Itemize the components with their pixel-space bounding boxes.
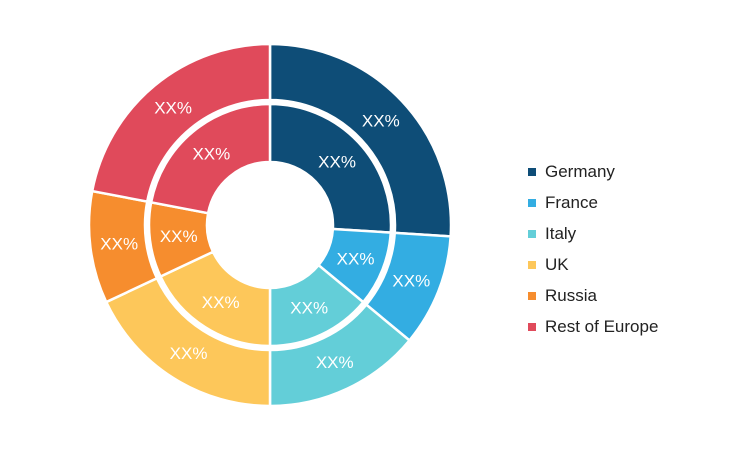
inner-slice-germany[interactable] bbox=[268, 102, 393, 234]
legend-item-rest-of-europe[interactable]: Rest of Europe bbox=[528, 311, 658, 342]
legend-swatch-uk bbox=[528, 260, 536, 269]
legend-swatch-france bbox=[528, 198, 536, 207]
inner-label-russia: XX% bbox=[160, 227, 198, 246]
inner-slice-rest-of-europe[interactable] bbox=[149, 102, 272, 215]
outer-slice-rest-of-europe[interactable] bbox=[90, 42, 272, 204]
outer-ring bbox=[87, 42, 453, 408]
inner-label-uk: XX% bbox=[202, 293, 240, 312]
outer-slice-germany[interactable] bbox=[268, 42, 453, 238]
outer-label-uk: XX% bbox=[170, 344, 208, 363]
slice-labels: XX% XX% XX% XX% XX% XX% XX% XX% XX% XX% XX% XX% bbox=[100, 98, 430, 372]
inner-label-france: XX% bbox=[337, 249, 375, 268]
inner-label-italy: XX% bbox=[290, 299, 328, 318]
legend-swatch-rest-of-europe bbox=[528, 322, 536, 331]
legend-item-germany[interactable]: Germany bbox=[528, 156, 658, 187]
legend-label-france: France bbox=[545, 192, 598, 212]
legend-label-russia: Russia bbox=[545, 285, 597, 305]
outer-label-france: XX% bbox=[392, 271, 430, 290]
legend-label-germany: Germany bbox=[545, 161, 615, 181]
legend-label-uk: UK bbox=[545, 254, 569, 274]
outer-label-russia: XX% bbox=[100, 235, 138, 254]
outer-label-italy: XX% bbox=[316, 353, 354, 372]
outer-label-rest-of-europe: XX% bbox=[154, 98, 192, 117]
legend: Germany France Italy UK Russia Rest of E… bbox=[528, 156, 658, 342]
legend-swatch-italy bbox=[528, 229, 536, 238]
legend-item-italy[interactable]: Italy bbox=[528, 218, 658, 249]
inner-label-germany: XX% bbox=[318, 153, 356, 172]
legend-label-italy: Italy bbox=[545, 223, 577, 243]
legend-item-russia[interactable]: Russia bbox=[528, 280, 658, 311]
legend-swatch-germany bbox=[528, 167, 536, 176]
outer-label-germany: XX% bbox=[362, 111, 400, 130]
inner-ring bbox=[147, 102, 393, 348]
legend-swatch-russia bbox=[528, 291, 536, 300]
legend-item-uk[interactable]: UK bbox=[528, 249, 658, 280]
legend-item-france[interactable]: France bbox=[528, 187, 658, 218]
legend-label-rest-of-europe: Rest of Europe bbox=[545, 316, 659, 336]
inner-label-rest-of-europe: XX% bbox=[192, 145, 230, 164]
